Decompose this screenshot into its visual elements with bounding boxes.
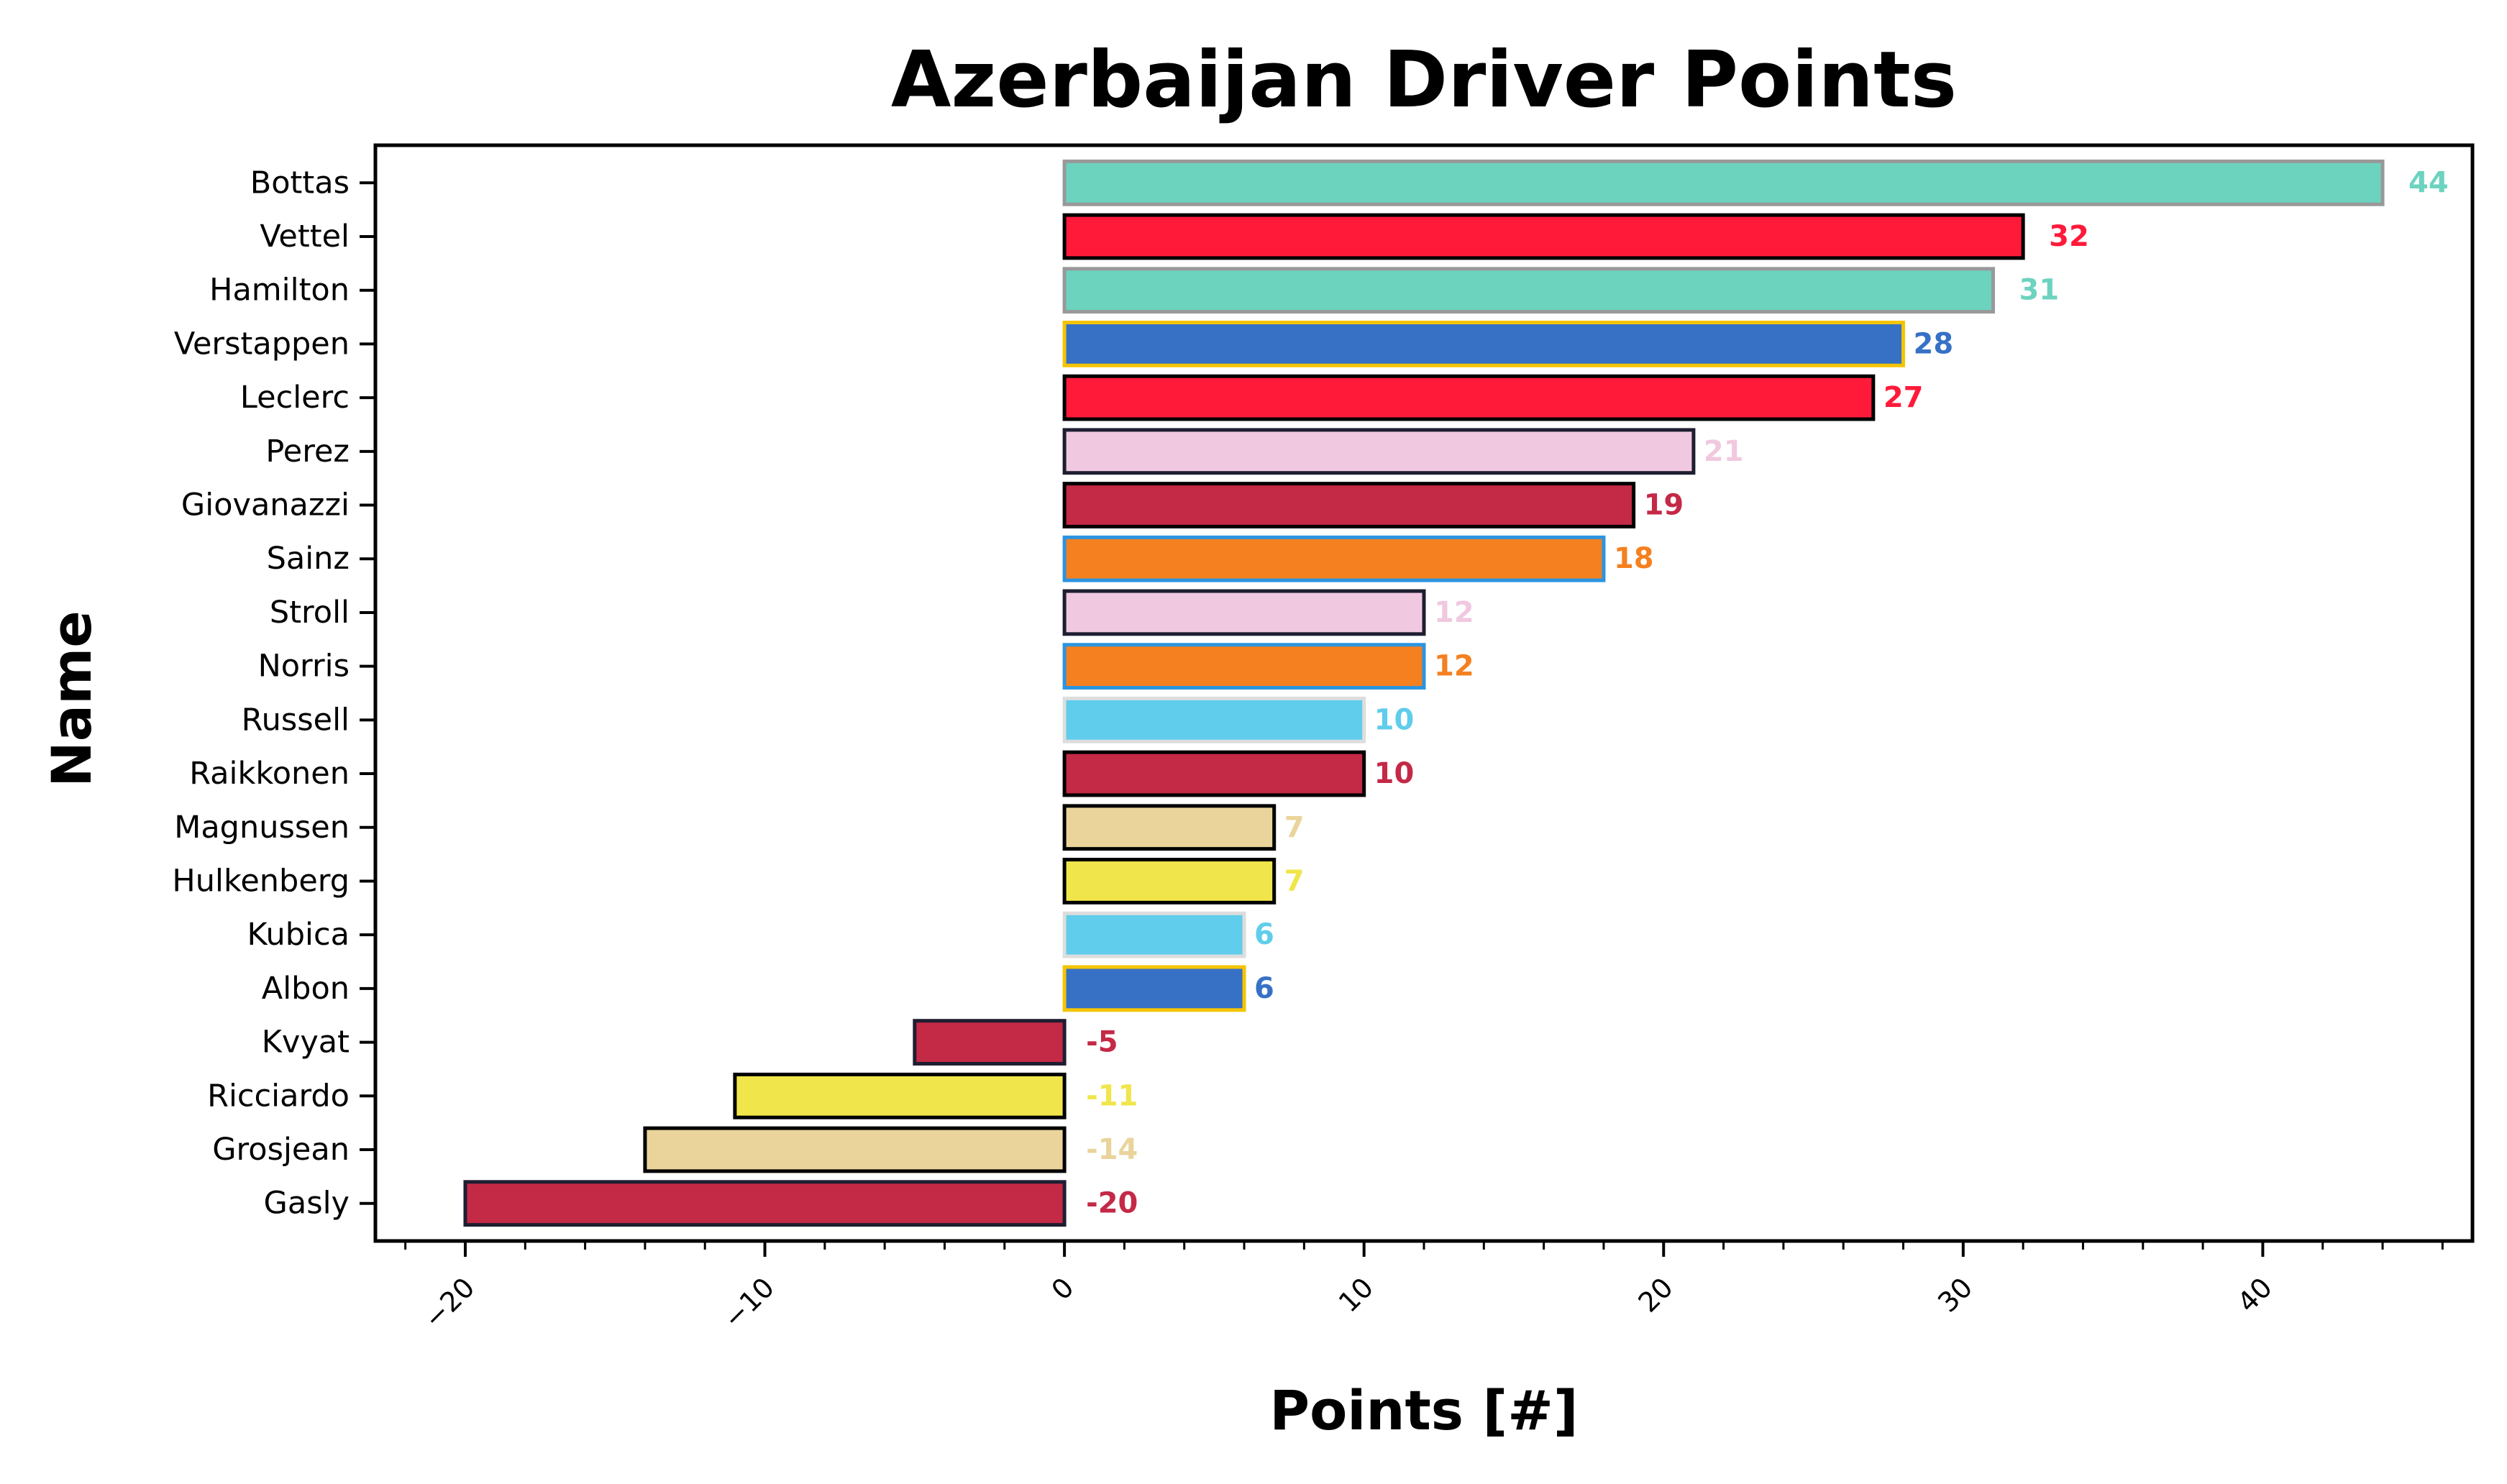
y-tick-label: Perez bbox=[265, 434, 350, 470]
x-tick-label: 30 bbox=[1932, 1271, 1978, 1318]
value-label: 28 bbox=[1914, 327, 1954, 360]
value-label: 7 bbox=[1284, 864, 1305, 897]
bars-layer bbox=[463, 159, 2385, 1227]
y-tick-label: Kubica bbox=[247, 917, 350, 953]
value-label: 12 bbox=[1434, 596, 1474, 629]
y-tick-label: Norris bbox=[258, 649, 350, 684]
y-tick-label: Ricciardo bbox=[207, 1078, 350, 1114]
y-tick-label: Leclerc bbox=[240, 380, 350, 416]
bar-leclerc bbox=[1062, 374, 1876, 421]
x-tick-label: −20 bbox=[418, 1271, 481, 1334]
bar-ricciardo bbox=[733, 1072, 1067, 1119]
y-tick-label: Sainz bbox=[267, 541, 350, 577]
y-tick-label: Raikkonen bbox=[189, 756, 350, 792]
bar-russell bbox=[1062, 696, 1366, 743]
bar-gasly bbox=[463, 1180, 1067, 1227]
x-axis-label: Points [#] bbox=[1269, 1378, 1578, 1442]
value-label: 32 bbox=[2049, 220, 2089, 253]
x-tick-label: 10 bbox=[1333, 1271, 1379, 1318]
value-label: 6 bbox=[1254, 972, 1274, 1005]
value-label: 18 bbox=[1614, 542, 1654, 575]
bar-grosjean bbox=[643, 1126, 1067, 1173]
bar-stroll bbox=[1062, 589, 1426, 636]
x-tick-label: 40 bbox=[2232, 1271, 2278, 1318]
bar-norris bbox=[1062, 643, 1426, 690]
value-label: 6 bbox=[1254, 918, 1274, 951]
value-label: 21 bbox=[1704, 435, 1744, 468]
value-label: 44 bbox=[2408, 166, 2449, 199]
bar-verstappen bbox=[1062, 321, 1906, 367]
bar-kubica bbox=[1062, 911, 1246, 958]
y-tick-label: Bottas bbox=[250, 165, 350, 201]
y-tick-label: Hulkenberg bbox=[172, 863, 350, 899]
bar-vettel bbox=[1062, 213, 2025, 260]
bar-bottas bbox=[1062, 159, 2385, 206]
value-label: -5 bbox=[1086, 1026, 1118, 1059]
y-tick-label: Kvyat bbox=[262, 1025, 350, 1061]
x-tick-label: 0 bbox=[1045, 1271, 1079, 1306]
value-label: 7 bbox=[1284, 811, 1305, 844]
bar-perez bbox=[1062, 428, 1696, 475]
value-label: -14 bbox=[1086, 1133, 1138, 1166]
plot-frame bbox=[373, 143, 2475, 1243]
y-axis-label: Name bbox=[40, 610, 104, 787]
chart-title: Azerbaijan Driver Points bbox=[891, 35, 1957, 125]
x-ticks: −20 −10 0 10 20 30 40 bbox=[404, 1241, 2444, 1334]
value-label: 19 bbox=[1644, 489, 1684, 522]
bar-sainz bbox=[1062, 535, 1606, 582]
bar-giovanazzi bbox=[1062, 482, 1636, 528]
y-tick-label: Vettel bbox=[260, 219, 350, 255]
value-label: 12 bbox=[1434, 650, 1474, 683]
value-label: 10 bbox=[1374, 757, 1415, 790]
bar-magnussen bbox=[1062, 804, 1277, 851]
y-tick-label: Magnussen bbox=[174, 810, 350, 846]
value-label: 31 bbox=[2019, 274, 2059, 307]
y-tick-label: Verstappen bbox=[174, 326, 350, 362]
y-ticks: Bottas Vettel Hamilton Verstappen Leclerc Per… bbox=[172, 165, 375, 1222]
value-label: 27 bbox=[1883, 381, 1924, 414]
y-tick-label: Hamilton bbox=[209, 272, 350, 308]
y-tick-label: Gasly bbox=[264, 1186, 350, 1222]
y-tick-label: Russell bbox=[242, 702, 350, 738]
y-tick-label: Albon bbox=[262, 971, 350, 1007]
bar-raikkonen bbox=[1062, 750, 1366, 797]
bar-hamilton bbox=[1062, 267, 1995, 314]
bar-kvyat bbox=[913, 1019, 1067, 1066]
y-tick-label: Grosjean bbox=[212, 1132, 350, 1168]
x-tick-label: 20 bbox=[1632, 1271, 1679, 1318]
bar-albon bbox=[1062, 965, 1246, 1012]
y-tick-label: Giovanazzi bbox=[181, 487, 350, 523]
value-label: -11 bbox=[1086, 1079, 1138, 1112]
bar-hulkenberg bbox=[1062, 858, 1277, 904]
value-label: 10 bbox=[1374, 703, 1415, 736]
value-label: -20 bbox=[1086, 1187, 1138, 1220]
x-tick-label: −10 bbox=[717, 1271, 780, 1334]
y-tick-label: Stroll bbox=[270, 595, 350, 631]
